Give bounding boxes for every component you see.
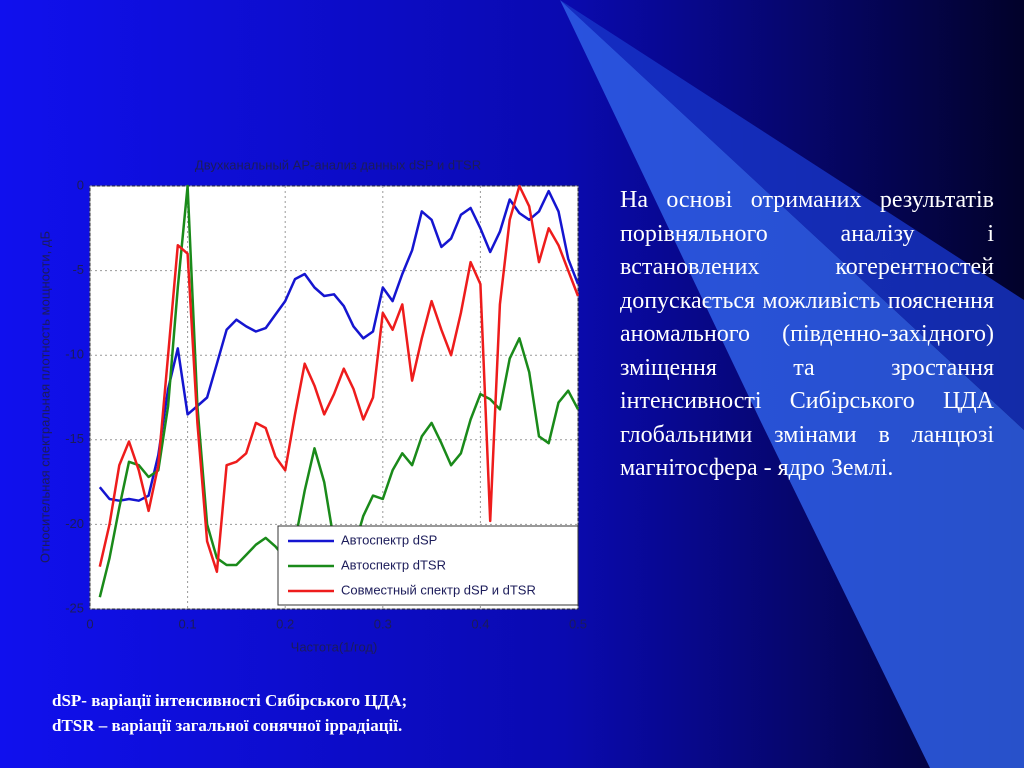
y-tick-label: -10	[65, 347, 84, 362]
x-axis-label: Частота(1/год)	[291, 639, 378, 654]
x-tick-label: 0	[86, 616, 93, 631]
y-tick-label: -25	[65, 600, 84, 615]
y-tick-label: -20	[65, 516, 84, 531]
y-tick-label: -5	[72, 262, 84, 277]
y-tick-label: 0	[77, 177, 84, 192]
y-tick-label: -15	[65, 431, 84, 446]
series-line	[98, 189, 580, 502]
x-tick-label: 0.5	[569, 616, 587, 631]
series-line	[98, 184, 580, 574]
decor-shape	[560, 0, 1024, 768]
caption: dSP- варіації інтенсивності Сибірського …	[52, 691, 408, 735]
legend-label: Совместный спектр dSP и dTSR	[341, 582, 536, 597]
legend-label: Автоспектр dSP	[341, 532, 437, 547]
x-tick-label: 0.2	[276, 616, 294, 631]
x-tick-label: 0.1	[179, 616, 197, 631]
y-axis-label: Относительная спектральная плотность мощ…	[37, 231, 52, 563]
decor-shape	[560, 0, 1024, 430]
note-text: На основі отриманих результатів порівнял…	[620, 187, 994, 481]
x-tick-label: 0.4	[471, 616, 489, 631]
x-tick-label: 0.3	[374, 616, 392, 631]
chart-title: Двухканальный АР-анализ данных dSP и dTS…	[195, 157, 481, 172]
legend-label: Автоспектр dTSR	[341, 557, 446, 572]
